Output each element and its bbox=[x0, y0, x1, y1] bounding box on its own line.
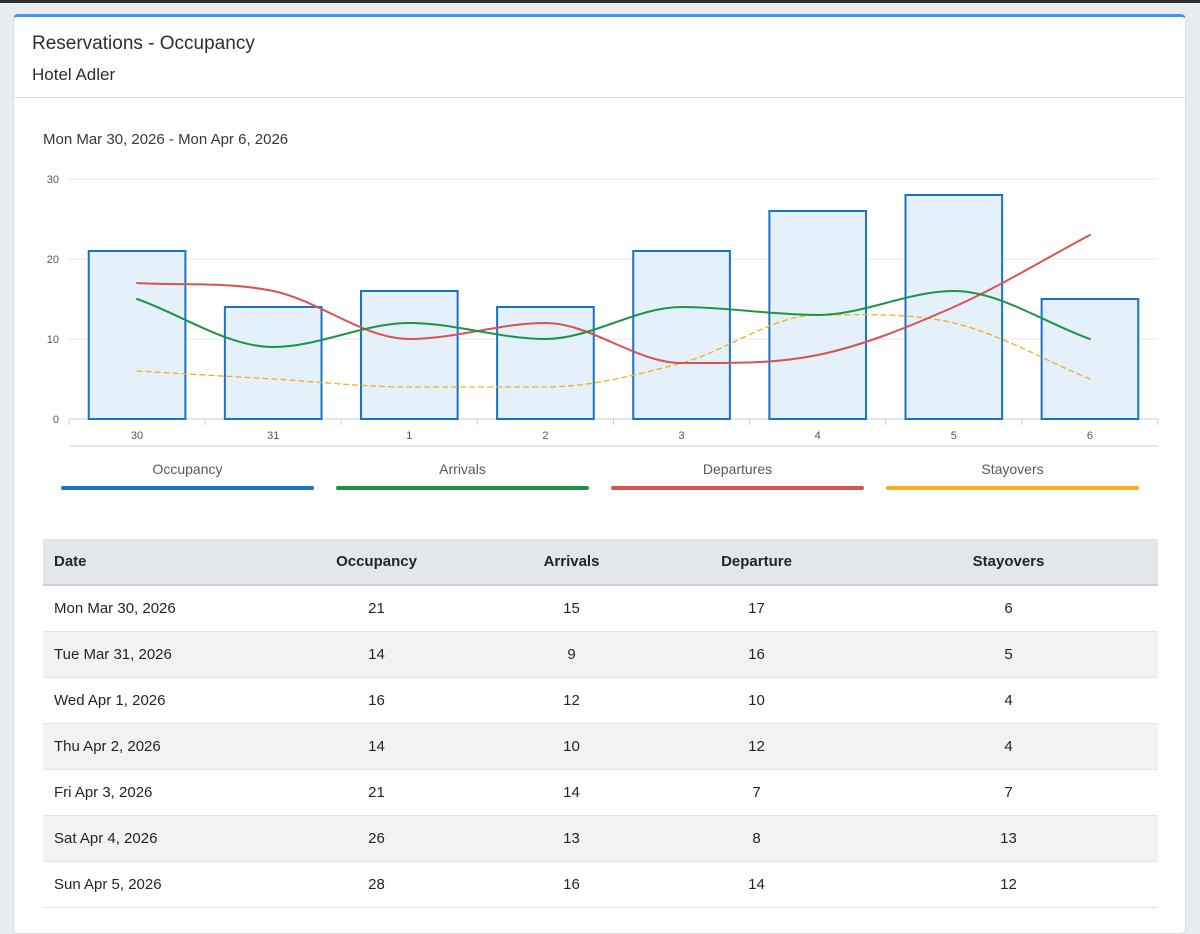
occupancy-bar bbox=[223, 306, 323, 420]
y-tick-label: 0 bbox=[53, 414, 59, 426]
legend-item-stayovers[interactable]: Stayovers bbox=[886, 460, 1139, 500]
cell-date: Fri Apr 3, 2026 bbox=[43, 769, 264, 816]
y-tick-label: 20 bbox=[47, 254, 59, 266]
column-header-date[interactable]: Date bbox=[43, 539, 264, 586]
occupancy-chart: 0 10 20 30 30 31 1 2 3 4 5 6 bbox=[47, 174, 1159, 447]
y-tick-label: 10 bbox=[47, 334, 59, 346]
x-tick-label: 2 bbox=[542, 430, 548, 442]
y-tick-label: 30 bbox=[47, 174, 59, 186]
x-tick-label: 6 bbox=[1087, 430, 1093, 442]
legend-swatch-occupancy bbox=[61, 486, 314, 490]
legend-item-departures[interactable]: Departures bbox=[611, 460, 864, 500]
cell-stayovers: 4 bbox=[859, 723, 1158, 770]
cell-departure: 14 bbox=[654, 861, 859, 908]
cell-stayovers: 5 bbox=[859, 631, 1158, 678]
cell-stayovers: 6 bbox=[859, 585, 1158, 632]
cell-departure: 10 bbox=[654, 677, 859, 724]
table-row: Wed Apr 1, 2026 16 12 10 4 bbox=[43, 677, 1158, 724]
cell-stayovers: 12 bbox=[859, 861, 1158, 908]
cell-arrivals: 10 bbox=[489, 723, 654, 770]
legend-item-arrivals[interactable]: Arrivals bbox=[336, 460, 589, 500]
cell-occupancy: 26 bbox=[264, 815, 489, 862]
legend-label-occupancy: Occupancy bbox=[152, 461, 223, 477]
cell-occupancy: 28 bbox=[264, 861, 489, 908]
legend-label-departures: Departures bbox=[702, 461, 773, 477]
column-header-departure[interactable]: Departure bbox=[654, 539, 859, 586]
cell-date: Tue Mar 31, 2026 bbox=[43, 631, 264, 678]
cell-arrivals: 9 bbox=[489, 631, 654, 678]
legend-swatch-departures bbox=[611, 486, 864, 490]
page-title: Reservations - Occupancy bbox=[32, 33, 255, 54]
x-tick-label: 31 bbox=[267, 430, 279, 442]
x-tick-label: 5 bbox=[951, 430, 957, 442]
table-row: Thu Apr 2, 2026 14 10 12 4 bbox=[43, 723, 1158, 770]
table-row: Mon Mar 30, 2026 21 15 17 6 bbox=[43, 585, 1158, 632]
date-range-label: Mon Mar 30, 2026 - Mon Apr 6, 2026 bbox=[43, 131, 289, 148]
legend-swatch-arrivals bbox=[336, 486, 589, 490]
cell-arrivals: 15 bbox=[489, 585, 654, 632]
stayovers-line bbox=[136, 314, 1091, 388]
cell-departure: 12 bbox=[654, 723, 859, 770]
x-tick-label: 4 bbox=[815, 430, 821, 442]
cell-arrivals: 12 bbox=[489, 677, 654, 724]
cell-date: Wed Apr 1, 2026 bbox=[43, 677, 264, 724]
table-row: Fri Apr 3, 2026 21 14 7 7 bbox=[43, 769, 1158, 816]
cell-occupancy: 21 bbox=[264, 585, 489, 632]
legend-label-arrivals: Arrivals bbox=[439, 461, 486, 477]
x-tick-label: 30 bbox=[131, 430, 143, 442]
cell-occupancy: 14 bbox=[264, 631, 489, 678]
occupancy-bar bbox=[359, 290, 459, 420]
table-row: Tue Mar 31, 2026 14 9 16 5 bbox=[43, 631, 1158, 678]
cell-stayovers: 13 bbox=[859, 815, 1158, 862]
cell-arrivals: 16 bbox=[489, 861, 654, 908]
cell-date: Mon Mar 30, 2026 bbox=[43, 585, 264, 632]
window-top-bar bbox=[0, 0, 1200, 3]
cell-departure: 16 bbox=[654, 631, 859, 678]
report-card: Reservations - Occupancy Hotel Adler Mon… bbox=[13, 14, 1186, 934]
occupancy-bar bbox=[87, 250, 187, 420]
table-header-row: Date Occupancy Arrivals Departure Stayov… bbox=[43, 539, 1158, 586]
column-header-occupancy[interactable]: Occupancy bbox=[264, 539, 489, 586]
cell-arrivals: 13 bbox=[489, 815, 654, 862]
cell-departure: 7 bbox=[654, 769, 859, 816]
column-header-stayovers[interactable]: Stayovers bbox=[859, 539, 1158, 586]
cell-stayovers: 4 bbox=[859, 677, 1158, 724]
chart-legend: Occupancy Arrivals Departures Stayovers bbox=[61, 460, 1164, 500]
cell-departure: 8 bbox=[654, 815, 859, 862]
cell-occupancy: 16 bbox=[264, 677, 489, 724]
x-tick-label: 1 bbox=[406, 430, 412, 442]
cell-occupancy: 14 bbox=[264, 723, 489, 770]
hotel-name: Hotel Adler bbox=[32, 65, 116, 84]
occupancy-bar bbox=[1040, 298, 1140, 420]
column-header-arrivals[interactable]: Arrivals bbox=[489, 539, 654, 586]
legend-swatch-stayovers bbox=[886, 486, 1139, 490]
table-row: Sat Apr 4, 2026 26 13 8 13 bbox=[43, 815, 1158, 862]
x-tick-label: 3 bbox=[679, 430, 685, 442]
card-header: Reservations - Occupancy Hotel Adler bbox=[14, 17, 1185, 98]
table-row: Sun Apr 5, 2026 28 16 14 12 bbox=[43, 861, 1158, 908]
cell-departure: 17 bbox=[654, 585, 859, 632]
occupancy-bar bbox=[632, 250, 731, 420]
cell-date: Thu Apr 2, 2026 bbox=[43, 723, 264, 770]
cell-arrivals: 14 bbox=[489, 769, 654, 816]
legend-label-stayovers: Stayovers bbox=[981, 461, 1044, 477]
arrivals-line bbox=[136, 289, 1091, 349]
occupancy-table: Date Occupancy Arrivals Departure Stayov… bbox=[43, 539, 1158, 908]
departures-line bbox=[136, 234, 1091, 365]
legend-item-occupancy[interactable]: Occupancy bbox=[61, 460, 314, 500]
cell-occupancy: 21 bbox=[264, 769, 489, 816]
cell-date: Sat Apr 4, 2026 bbox=[43, 815, 264, 862]
cell-stayovers: 7 bbox=[859, 769, 1158, 816]
cell-date: Sun Apr 5, 2026 bbox=[43, 861, 264, 908]
